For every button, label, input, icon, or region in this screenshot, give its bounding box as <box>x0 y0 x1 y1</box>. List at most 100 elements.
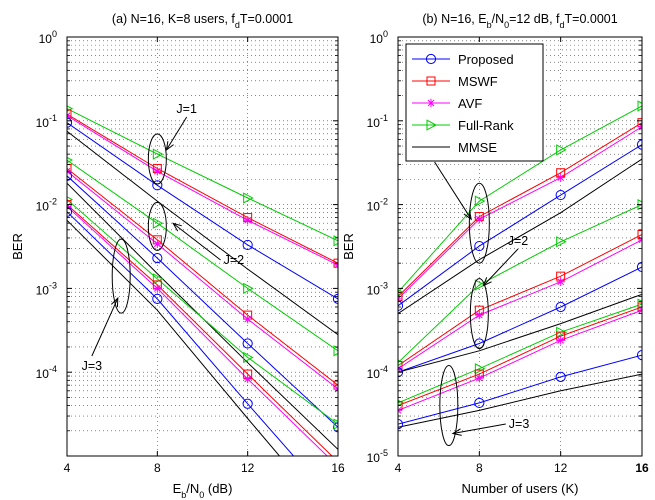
legend-label: AVF <box>458 96 482 111</box>
series-line-mswf-j-2 <box>398 234 642 367</box>
annotations-a: J=1 J=2 J=3 <box>82 102 245 373</box>
data-point-proposed <box>636 349 642 361</box>
data-point-avf <box>475 214 484 224</box>
panel-a: J=1 J=2 J=3 4 8 12 16 100 10-1 10-2 10-3 10-4 (a) … <box>10 12 345 500</box>
y-tick-label: 100 <box>39 29 57 46</box>
axes-border-a <box>66 36 339 457</box>
data-point-mswf <box>398 401 403 411</box>
series-line-full-rank-j-2 <box>398 204 642 364</box>
axis-ticks-b: 4 8 12 16 100 10-1 10-2 10-3 10-4 10-5 <box>367 29 649 475</box>
legend: Proposed MSWF AVF Full-Rank MMSE <box>405 43 544 162</box>
series-line-avf-j-1 <box>398 126 642 300</box>
series-line-proposed-j-2 <box>398 266 642 373</box>
legend-item-avf: AVF <box>412 96 482 111</box>
legend-item-mmse: MMSE <box>412 140 497 155</box>
series-line-mmse-j-1 <box>67 130 338 336</box>
y-tick-label: 10-2 <box>367 197 388 214</box>
data-point-proposed <box>152 252 163 264</box>
data-point-full-rank <box>243 351 254 364</box>
data-point-proposed <box>555 371 566 382</box>
data-point-avf <box>475 310 484 320</box>
x-tick-label: 4 <box>395 461 402 475</box>
annotation-label: J=2 <box>224 253 245 267</box>
legend-item-proposed: Proposed <box>412 52 514 67</box>
x-tick-label: 8 <box>476 461 483 475</box>
data-point-proposed <box>242 398 253 409</box>
annotation-arrowhead <box>172 222 182 232</box>
data-point-mswf <box>637 302 642 312</box>
series-lines-a <box>67 108 338 456</box>
series-line-full-rank-j-3 <box>398 303 642 404</box>
series-line-mmse-j-1 <box>398 158 642 315</box>
annotation-label: J=1 <box>176 102 197 116</box>
y-tick-label: 10-5 <box>367 448 388 465</box>
series-line-mswf-j-3 <box>67 204 333 456</box>
data-point-mswf <box>67 109 72 119</box>
data-point-full-rank <box>243 192 254 204</box>
data-point-avf <box>556 277 565 286</box>
group-ellipse <box>468 182 490 264</box>
annotation-label: J=2 <box>508 234 529 248</box>
x-tick-label: 8 <box>154 461 161 475</box>
group-ellipse <box>147 133 167 185</box>
data-point-mswf <box>333 380 338 390</box>
legend-marker <box>426 119 438 131</box>
data-point-full-rank <box>474 363 486 375</box>
data-point-full-rank <box>243 282 254 295</box>
y-tick-label: 10-3 <box>367 280 388 297</box>
annotation-arrow <box>91 297 119 357</box>
legend-marker <box>426 98 436 108</box>
series-line-mmse-j-2 <box>398 293 642 373</box>
legend-label: MSWF <box>458 74 498 89</box>
y-axis-label-b: BER <box>341 233 356 260</box>
group-ellipse <box>469 278 489 350</box>
annotation-label: J=3 <box>509 417 530 431</box>
annotation-arrowhead <box>463 210 472 221</box>
data-point-proposed <box>242 239 253 251</box>
annotation-label: J=3 <box>82 359 103 373</box>
series-line-mswf-j-1 <box>67 113 338 264</box>
y-tick-label: 10-4 <box>367 364 388 381</box>
annotation-arrowhead <box>110 296 119 308</box>
annotation-arrowhead <box>165 141 174 152</box>
series-line-mswf-j-2 <box>67 168 338 386</box>
legend-label: Full-Rank <box>458 118 514 133</box>
series-line-avf-j-3 <box>398 309 642 411</box>
data-point-proposed <box>474 397 485 409</box>
data-point-proposed <box>636 261 642 273</box>
annotation-arrowhead <box>451 428 462 436</box>
x-tick-label: 12 <box>241 461 255 475</box>
legend-label: Proposed <box>458 52 514 67</box>
data-point-mswf <box>67 163 72 173</box>
series-line-avf-j-1 <box>67 115 338 266</box>
axis-ticks-a: 4 8 12 16 100 10-1 10-2 10-3 10-4 <box>36 29 345 475</box>
data-point-avf <box>153 167 162 176</box>
chart-title-b: (b) N=16, Eb/N0=12 dB, fdT=0.0001 <box>422 12 617 30</box>
series-line-mswf-j-3 <box>398 306 642 406</box>
series-line-avf-j-2 <box>67 170 338 390</box>
data-point-mswf <box>637 118 642 128</box>
data-point-full-rank <box>333 345 338 357</box>
data-point-mswf <box>333 258 338 268</box>
data-point-avf <box>243 314 252 324</box>
y-tick-label: 10-3 <box>36 280 57 297</box>
data-point-proposed <box>555 301 566 313</box>
x-tick-label: 16 <box>635 461 649 475</box>
x-tick-label: 4 <box>64 461 71 475</box>
series-line-mswf-j-1 <box>398 122 642 297</box>
data-point-proposed <box>152 180 163 191</box>
series-line-avf-j-3 <box>67 206 328 456</box>
data-point-mswf <box>398 292 403 302</box>
data-point-proposed <box>398 300 404 311</box>
legend-marker <box>426 76 436 86</box>
series-markers-b <box>398 100 642 430</box>
data-point-full-rank <box>152 148 164 160</box>
series-line-proposed-j-3 <box>67 211 295 456</box>
annotation-arrow <box>452 423 506 435</box>
legend-item-full-rank: Full-Rank <box>412 118 514 133</box>
data-point-full-rank <box>556 144 567 156</box>
data-point-proposed <box>474 240 485 252</box>
data-point-avf <box>556 173 565 182</box>
data-point-avf <box>153 284 162 293</box>
data-point-avf <box>243 374 252 384</box>
